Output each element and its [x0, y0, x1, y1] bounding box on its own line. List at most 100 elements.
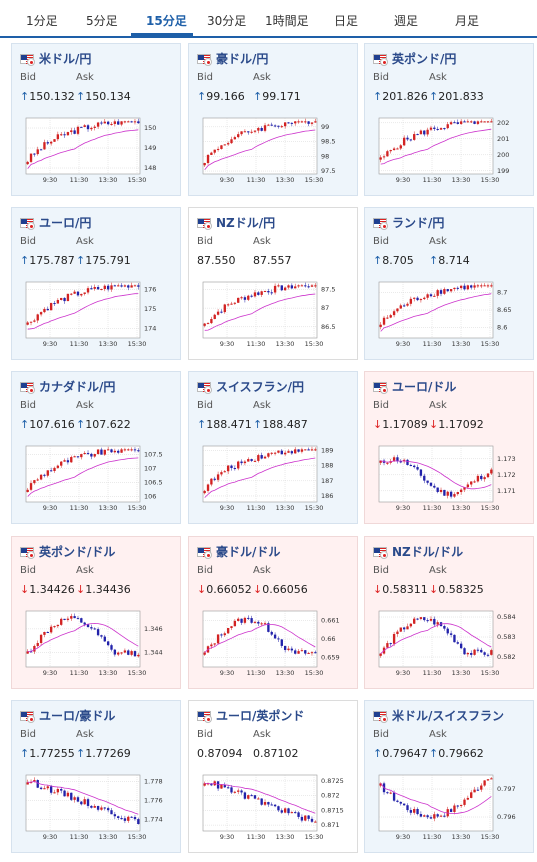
- candle-body: [483, 780, 486, 786]
- pair-name: 豪ドル/ドル: [216, 545, 281, 559]
- price-chart[interactable]: 189 188 187 186 9:30 11:30 13:30 15:30: [201, 444, 349, 516]
- price-chart[interactable]: 1.346 1.344 9:30 11:30 13:30 15:30: [24, 609, 172, 681]
- tab-1[interactable]: 5分足: [86, 14, 118, 28]
- rate-card[interactable]: ユーロ/英ポンド Bid Ask 0.87094 0.87102 0.8725 0.872 0…: [188, 700, 358, 853]
- candle-body: [419, 469, 423, 476]
- price-chart[interactable]: 0.797 0.796 9:30 11:30 13:30 15:30: [377, 773, 525, 845]
- arrow-down-icon: ↓: [197, 583, 207, 596]
- price-chart[interactable]: 202 201 200 199 9:30 11:30 13:30 15:30: [377, 116, 525, 188]
- arrow-down-icon: ↓: [429, 583, 439, 596]
- ask-label: Ask: [76, 565, 94, 576]
- candle-body: [443, 626, 446, 629]
- candle-body: [270, 452, 273, 454]
- candle-body: [416, 134, 419, 136]
- rate-card[interactable]: 英ポンド/ドル Bid Ask ↓1.34426 ↓1.34436 1.346 1.344 9…: [11, 536, 181, 689]
- candle-body: [86, 624, 90, 628]
- price-chart[interactable]: 0.661 0.66 0.659 9:30 11:30 13:30 15:30: [201, 609, 349, 681]
- price-chart[interactable]: 8.7 8.65 8.6 9:30 11:30 13:30 15:30: [377, 280, 525, 352]
- price-chart[interactable]: 176 175 174 9:30 11:30 13:30 15:30: [24, 280, 172, 352]
- rate-card[interactable]: 米ドル/円 Bid Ask ↑150.132 ↑150.134 150 149 148 9:30…: [11, 43, 181, 196]
- ask-number: 150.134: [85, 90, 131, 103]
- pair-title[interactable]: ユーロ/ドル: [373, 378, 456, 395]
- moving-average-line: [380, 128, 492, 165]
- price-chart[interactable]: 0.584 0.583 0.582 9:30 11:30 13:30 15:30: [377, 609, 525, 681]
- candle-body: [446, 124, 449, 129]
- rate-card[interactable]: NZドル/円 Bid Ask 87.550 87.557 87.5 87 86.5 9:30 11…: [188, 207, 358, 360]
- ask-label: Ask: [76, 236, 94, 247]
- pair-title[interactable]: ユーロ/豪ドル: [20, 707, 115, 724]
- tab-6[interactable]: 週足: [394, 14, 419, 28]
- tab-7[interactable]: 月足: [455, 14, 480, 28]
- x-tick-label: 13:30: [452, 669, 471, 677]
- candle-body: [449, 809, 453, 812]
- price-chart[interactable]: 1.173 1.172 1.171 9:30 11:30 13:30 15:30: [377, 444, 525, 516]
- rate-card[interactable]: ユーロ/円 Bid Ask ↑175.787 ↑175.791 176 175 174 9:30…: [11, 207, 181, 360]
- candle-body: [56, 624, 60, 627]
- candle-body: [423, 130, 426, 135]
- candle-body: [413, 808, 416, 813]
- price-chart[interactable]: 99 98.5 98 97.5 9:30 11:30 13:30 15:30: [201, 116, 349, 188]
- candle-body: [294, 286, 297, 289]
- tab-3[interactable]: 30分足: [207, 14, 247, 28]
- candle-body: [423, 475, 426, 481]
- bid-value: ↑188.471: [197, 418, 252, 431]
- pair-title[interactable]: 米ドル/スイスフラン: [373, 707, 504, 724]
- candle-body: [203, 323, 206, 326]
- pair-title[interactable]: NZドル/ドル: [373, 543, 463, 560]
- rate-card[interactable]: 豪ドル/円 Bid Ask ↑99.166 ↑99.171 99 98.5 98 97.5 9:3…: [188, 43, 358, 196]
- candle-body: [130, 449, 133, 451]
- rate-card[interactable]: スイスフラン/円 Bid Ask ↑188.471 ↑188.487 189 188 187 1…: [188, 371, 358, 524]
- rate-card[interactable]: 豪ドル/ドル Bid Ask ↓0.66052 ↓0.66056 0.661 0.66 0.6…: [188, 536, 358, 689]
- candle-body: [399, 305, 402, 309]
- candle-body: [253, 292, 257, 297]
- arrow-up-icon: ↑: [20, 254, 30, 267]
- x-tick-label: 11:30: [247, 176, 266, 184]
- price-chart[interactable]: 150 149 148 9:30 11:30 13:30 15:30: [24, 116, 172, 188]
- y-tick-label: 0.8725: [321, 777, 344, 785]
- pair-title[interactable]: NZドル/円: [197, 214, 275, 231]
- candle-body: [423, 815, 426, 817]
- pair-title[interactable]: 米ドル/円: [20, 50, 91, 67]
- candle-body: [86, 288, 90, 293]
- price-chart[interactable]: 0.8725 0.872 0.8715 0.871 9:30 11:30 13:30 15:3…: [201, 773, 349, 845]
- x-tick-label: 9:30: [220, 176, 235, 184]
- flag-icon: [20, 54, 35, 66]
- candle-body: [63, 618, 66, 620]
- pair-title[interactable]: 豪ドル/ドル: [197, 543, 280, 560]
- tab-4[interactable]: 1時間足: [265, 14, 309, 28]
- tab-5[interactable]: 日足: [334, 14, 359, 28]
- candle-body: [389, 150, 392, 152]
- pair-title[interactable]: スイスフラン/円: [197, 378, 304, 395]
- rate-card[interactable]: ユーロ/豪ドル Bid Ask ↑1.77255 ↑1.77269 1.778 1.776 1…: [11, 700, 181, 853]
- candle-body: [290, 812, 294, 814]
- pair-title[interactable]: 英ポンド/ドル: [20, 543, 115, 560]
- pair-title[interactable]: ランド/円: [373, 214, 444, 231]
- price-chart[interactable]: 1.778 1.776 1.774 9:30 11:30 13:30 15:30: [24, 773, 172, 845]
- flag-icon: [373, 218, 388, 230]
- rate-card[interactable]: 米ドル/スイスフラン Bid Ask ↑0.79647 ↑0.79662 0.797 0.7…: [364, 700, 534, 853]
- rate-card[interactable]: ランド/円 Bid Ask ↑8.705 ↑8.714 8.7 8.65 8.6 9:30 11:…: [364, 207, 534, 360]
- x-tick-label: 11:30: [423, 340, 442, 348]
- candle-body: [33, 480, 36, 484]
- candle-body: [396, 148, 399, 150]
- pair-title[interactable]: ユーロ/英ポンド: [197, 707, 304, 724]
- price-chart[interactable]: 87.5 87 86.5 9:30 11:30 13:30 15:30: [201, 280, 349, 352]
- tab-2[interactable]: 15分足: [146, 14, 187, 28]
- pair-name: ランド/円: [392, 216, 445, 230]
- pair-title[interactable]: 英ポンド/円: [373, 50, 456, 67]
- pair-title[interactable]: ユーロ/円: [20, 214, 91, 231]
- pair-title[interactable]: カナダドル/円: [20, 378, 115, 395]
- moving-average-line: [204, 457, 316, 498]
- rate-card[interactable]: 英ポンド/円 Bid Ask ↑201.826 ↑201.833 202 201 200 199…: [364, 43, 534, 196]
- price-chart[interactable]: 107.5 107 106.5 106 9:30 11:30 13:30 15:30: [24, 444, 172, 516]
- candle-body: [453, 634, 456, 643]
- rate-card[interactable]: カナダドル/円 Bid Ask ↑107.616 ↑107.622 107.5 107 106…: [11, 371, 181, 524]
- candle-body: [66, 792, 70, 797]
- rate-card[interactable]: NZドル/ドル Bid Ask ↓0.58311 ↓0.58325 0.584 0.583 0…: [364, 536, 534, 689]
- flag-icon: [20, 547, 35, 559]
- rate-card[interactable]: ユーロ/ドル Bid Ask ↓1.17089 ↓1.17092 1.173 1.172 1.…: [364, 371, 534, 524]
- candle-body: [106, 121, 110, 125]
- x-tick-label: 13:30: [276, 669, 295, 677]
- pair-title[interactable]: 豪ドル/円: [197, 50, 268, 67]
- tab-0[interactable]: 1分足: [26, 14, 58, 28]
